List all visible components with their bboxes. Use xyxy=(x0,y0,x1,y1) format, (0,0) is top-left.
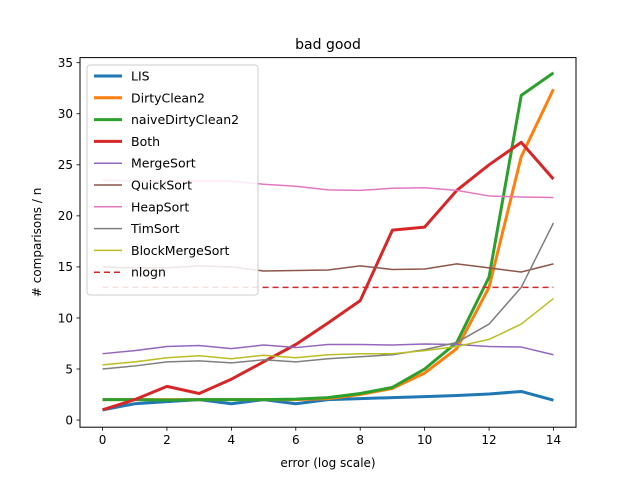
legend-label-lis: LIS xyxy=(131,69,150,84)
x-tick-label: 0 xyxy=(99,433,107,447)
legend-label-nlogn: nlogn xyxy=(131,265,166,280)
y-tick-label: 5 xyxy=(65,362,73,376)
y-tick-label: 35 xyxy=(58,56,73,70)
series-line-both xyxy=(102,140,555,412)
y-axis-label: # comparisons / n xyxy=(30,188,44,297)
series-line-mergesort xyxy=(102,343,554,356)
legend-label-dirtyclean2: DirtyClean2 xyxy=(131,90,205,105)
y-tick-label: 15 xyxy=(58,260,73,274)
legend-box xyxy=(86,64,259,296)
x-tick-label: 12 xyxy=(481,433,496,447)
y-tick-label: 0 xyxy=(65,413,73,427)
x-tick-label: 14 xyxy=(546,433,561,447)
y-tick-label: 20 xyxy=(58,209,73,223)
legend-label-heapsort: HeapSort xyxy=(131,199,189,214)
y-tick-label: 10 xyxy=(58,311,73,325)
legend-label-both: Both xyxy=(131,134,160,149)
y-tick-label: 25 xyxy=(58,158,73,172)
series-line-timsort xyxy=(102,222,555,370)
legend: LIS DirtyClean2 naiveDirtyClean2 Both MergeS… xyxy=(86,64,259,296)
series-line-naivedirtyclean2 xyxy=(102,71,555,402)
x-tick-label: 4 xyxy=(228,433,236,447)
x-tick-label: 8 xyxy=(356,433,364,447)
x-tick-label: 10 xyxy=(417,433,432,447)
legend-label-naivedirtyclean2: naiveDirtyClean2 xyxy=(131,112,239,127)
y-axis: 0 5 10 15 20 25 30 35 xyxy=(58,56,80,427)
x-tick-label: 2 xyxy=(163,433,171,447)
x-axis: 0 2 4 6 8 10 12 14 xyxy=(99,427,561,447)
legend-label-mergesort: MergeSort xyxy=(131,156,196,171)
y-tick-label: 30 xyxy=(58,107,73,121)
chart-title: bad good xyxy=(295,37,361,53)
x-tick-label: 6 xyxy=(292,433,300,447)
axes-frame xyxy=(79,57,577,428)
series-line-blockmergesort xyxy=(102,297,554,366)
legend-label-blockmergesort: BlockMergeSort xyxy=(131,243,230,258)
x-axis-label: error (log scale) xyxy=(280,456,375,470)
legend-label-timsort: TimSort xyxy=(130,221,180,236)
legend-label-quicksort: QuickSort xyxy=(131,178,192,193)
